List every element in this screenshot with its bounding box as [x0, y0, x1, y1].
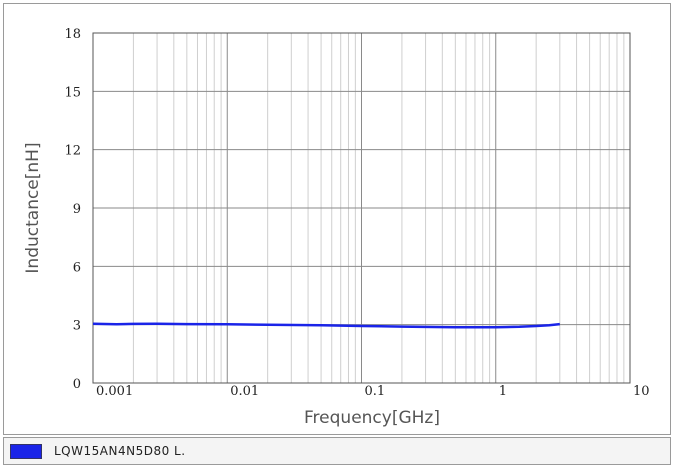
y-tick-label: 0 [73, 377, 81, 392]
y-axis-title: Inductance[nH] [23, 142, 43, 273]
y-tick-label: 12 [64, 144, 81, 159]
inductance-chart: 0 3 6 9 12 15 18 0.001 0.01 0.1 1 10 Frequency[GHz… [23, 27, 650, 428]
x-axis-title: Frequency[GHz] [304, 408, 440, 428]
y-tick-label: 6 [73, 260, 81, 275]
y-tick-label: 9 [73, 202, 81, 217]
x-tick-label: 1 [499, 384, 507, 399]
legend-swatch [10, 444, 42, 459]
y-tick-label: 15 [64, 85, 81, 100]
series-layer [92, 322, 560, 329]
x-tick-label: 0.001 [96, 384, 133, 399]
x-tick-label: 10 [633, 384, 650, 399]
legend-bar: LQW15AN4N5D80 L. [3, 437, 671, 465]
y-tick-label: 3 [73, 319, 81, 334]
y-tick-label: 18 [64, 27, 81, 42]
legend-series-label: LQW15AN4N5D80 L. [54, 444, 186, 458]
plot-area-border [92, 32, 631, 384]
series-line [92, 322, 560, 329]
chart-frame: 0 3 6 9 12 15 18 0.001 0.01 0.1 1 10 Frequency[GHz… [3, 3, 671, 435]
y-tick-labels: 0 3 6 9 12 15 18 [64, 27, 81, 392]
x-tick-label: 0.1 [365, 384, 386, 399]
x-tick-label: 0.01 [230, 384, 259, 399]
x-tick-labels: 0.001 0.01 0.1 1 10 [96, 384, 650, 399]
